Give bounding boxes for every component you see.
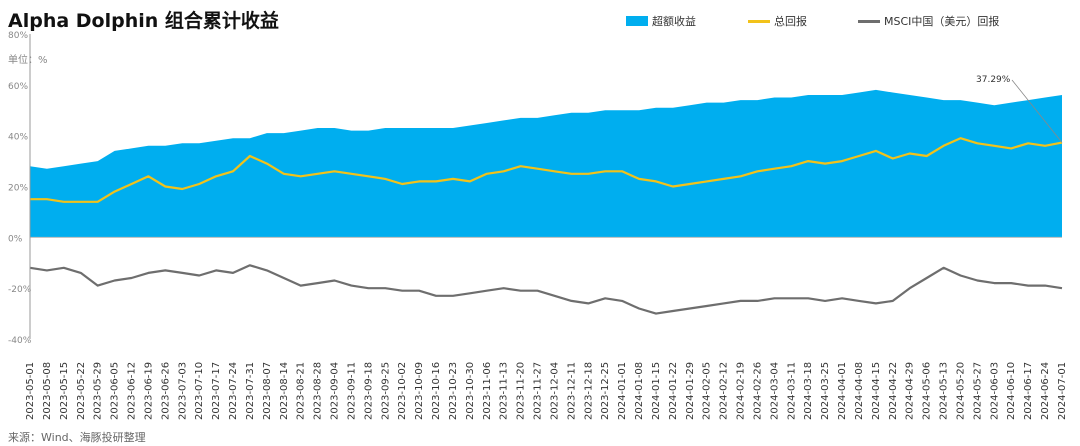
series-area-excess (30, 89, 1062, 238)
x-tick-label: 2023-10-16 (431, 362, 442, 420)
x-tick-label: 2023-09-25 (380, 362, 391, 420)
x-tick-label: 2023-08-07 (262, 362, 273, 420)
x-tick-label: 2024-02-26 (753, 362, 764, 420)
x-tick-label: 2024-04-29 (905, 362, 916, 420)
x-tick-label: 2023-05-22 (76, 362, 87, 420)
x-tick-label: 2023-10-09 (414, 362, 425, 420)
x-tick-label: 2023-07-24 (228, 362, 239, 420)
x-tick-label: 2024-05-13 (939, 362, 950, 420)
legend-swatch-excess (626, 16, 648, 26)
y-tick-label: 20% (8, 184, 28, 194)
x-tick-label: 2023-09-11 (346, 362, 357, 420)
x-tick-label: 2024-05-27 (972, 362, 983, 420)
x-tick-label: 2023-06-12 (127, 362, 138, 420)
legend-item-msci: MSCI中国（美元）回报 (858, 13, 999, 29)
x-tick-label: 2023-07-10 (194, 362, 205, 420)
x-tick-label: 2023-06-05 (110, 362, 121, 420)
x-tick-label: 2024-06-10 (1006, 362, 1017, 420)
x-tick-label: 2023-11-27 (533, 362, 544, 420)
x-tick-label: 2024-02-05 (702, 362, 713, 420)
legend-label-msci: MSCI中国（美元）回报 (884, 15, 1000, 28)
x-tick-label: 2024-05-20 (956, 362, 967, 420)
x-tick-label: 2024-04-22 (888, 362, 899, 420)
x-tick-label: 2023-11-20 (516, 362, 527, 420)
y-tick-label: 60% (8, 82, 28, 92)
series-line-msci (29, 264, 1063, 315)
x-tick-label: 2023-08-14 (279, 362, 290, 420)
x-tick-label: 2023-07-31 (245, 362, 256, 420)
x-tick-label: 2024-03-18 (803, 362, 814, 420)
source-note: 来源：Wind、海豚投研整理 (8, 431, 146, 444)
legend-label-total: 总回报 (774, 15, 807, 28)
y-tick-label: -40% (8, 336, 32, 346)
series-line-total (30, 137, 1063, 203)
x-tick-label: 2023-09-18 (363, 362, 374, 420)
legend-swatch-msci (858, 19, 880, 23)
x-tick-label: 2023-06-26 (160, 362, 171, 420)
x-tick-label: 2024-03-04 (769, 362, 780, 420)
y-tick-label: 0% (8, 234, 23, 244)
x-tick-label: 2024-04-15 (871, 362, 882, 420)
x-tick-label: 2023-09-04 (330, 362, 341, 420)
x-tick-label: 2024-05-06 (922, 362, 933, 420)
x-tick-label: 2024-02-12 (719, 362, 730, 420)
legend-label-excess: 超额收益 (652, 15, 696, 28)
x-tick-label: 2024-04-08 (854, 362, 865, 420)
x-tick-label: 2023-05-29 (93, 362, 104, 420)
legend: 超额收益 总回报 MSCI中国（美元）回报 (0, 13, 1080, 33)
annotation-leader (1011, 79, 1063, 143)
legend-swatch-total (748, 19, 770, 23)
x-tick-label: 2024-01-01 (617, 362, 628, 420)
x-tick-label: 2023-12-11 (566, 362, 577, 420)
legend-item-total: 总回报 (748, 13, 807, 29)
x-tick-label: 2024-02-19 (736, 362, 747, 420)
x-tick-label: 2024-07-01 (1057, 362, 1068, 420)
x-tick-label: 2023-12-04 (550, 362, 561, 420)
x-tick-label: 2023-06-19 (143, 362, 154, 420)
x-tick-label: 2024-01-22 (668, 362, 679, 420)
x-tick-label: 2024-06-03 (989, 362, 1000, 420)
x-tick-label: 2024-06-24 (1040, 362, 1051, 420)
x-tick-label: 2024-03-25 (820, 362, 831, 420)
x-tick-label: 2023-07-17 (211, 362, 222, 420)
x-tick-label: 2023-05-08 (42, 362, 53, 420)
y-tick-label: 80% (8, 31, 28, 41)
x-tick-label: 2023-12-25 (600, 362, 611, 420)
annotation-label: 37.29% (976, 75, 1011, 85)
x-tick-label: 2023-10-02 (397, 362, 408, 420)
x-tick-label: 2024-03-11 (786, 362, 797, 420)
x-tick-label: 2023-08-21 (296, 362, 307, 420)
x-tick-label: 2023-10-30 (465, 362, 476, 420)
x-tick-label: 2023-10-23 (448, 362, 459, 420)
y-tick-label: 40% (8, 133, 28, 143)
chart-title: Alpha Dolphin 组合累计收益 (8, 10, 279, 32)
x-tick-label: 2023-11-13 (499, 362, 510, 420)
x-tick-label: 2024-01-29 (685, 362, 696, 420)
y-tick-label: -20% (8, 285, 32, 295)
unit-label: 单位：% (8, 55, 48, 66)
x-tick-label: 2023-11-06 (482, 362, 493, 420)
x-tick-label: 2023-12-18 (583, 362, 594, 420)
x-tick-label: 2023-05-15 (59, 362, 70, 420)
legend-item-excess: 超额收益 (626, 13, 696, 29)
x-tick-label: 2023-05-01 (25, 362, 36, 420)
x-tick-label: 2024-01-08 (634, 362, 645, 420)
x-tick-label: 2023-07-03 (177, 362, 188, 420)
x-tick-label: 2024-01-15 (651, 362, 662, 420)
x-tick-label: 2024-04-01 (837, 362, 848, 420)
x-tick-label: 2023-08-28 (313, 362, 324, 420)
x-tick-label: 2024-06-17 (1023, 362, 1034, 420)
